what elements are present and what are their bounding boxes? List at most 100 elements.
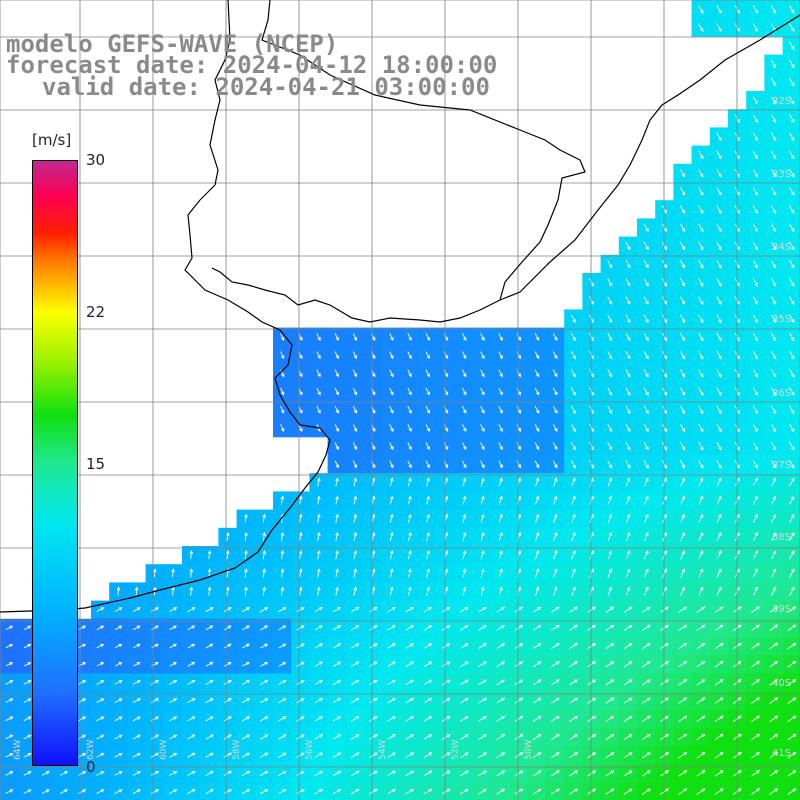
wind-arrow xyxy=(498,586,503,596)
wind-arrow xyxy=(496,715,506,722)
wind-arrow xyxy=(280,568,285,578)
wind-arrow xyxy=(641,733,651,741)
wind-arrow xyxy=(552,424,558,432)
wind-arrow xyxy=(425,351,430,360)
wind-arrow xyxy=(314,661,324,667)
wind-arrow xyxy=(516,369,521,378)
wind-arrow xyxy=(423,752,433,759)
wind-arrow xyxy=(317,513,321,523)
wind-arrow xyxy=(389,369,394,378)
wind-arrow xyxy=(461,333,467,341)
wind-arrow xyxy=(169,643,178,649)
wind-arrow xyxy=(623,661,633,668)
wind-arrow xyxy=(352,351,358,360)
wind-arrow xyxy=(770,350,777,360)
wind-arrow xyxy=(352,387,358,396)
wind-arrow xyxy=(553,513,558,523)
wind-arrow xyxy=(534,460,540,469)
wind-arrow xyxy=(714,642,724,650)
wind-arrow xyxy=(643,477,649,487)
wind-arrow xyxy=(169,698,178,704)
wind-arrow xyxy=(441,679,451,686)
wind-arrow xyxy=(478,679,487,686)
wind-arrow xyxy=(460,697,469,704)
wind-arrow xyxy=(169,752,178,758)
wind-arrow xyxy=(571,531,576,542)
wind-arrow xyxy=(752,96,758,105)
wind-arrow xyxy=(770,114,777,123)
wind-arrow xyxy=(752,314,758,324)
wind-arrow xyxy=(532,606,542,613)
wind-arrow xyxy=(389,531,394,542)
wind-arrow xyxy=(770,150,777,160)
wind-arrow xyxy=(78,752,87,758)
wind-arrow xyxy=(441,697,451,704)
wind-arrow xyxy=(789,513,795,523)
wind-arrow xyxy=(569,697,579,704)
wind-arrow xyxy=(423,716,433,722)
wind-arrow xyxy=(698,350,704,360)
wind-arrow xyxy=(423,770,433,777)
wind-arrow xyxy=(587,752,597,759)
wind-arrow xyxy=(589,495,594,505)
wind-arrow xyxy=(587,606,596,613)
wind-arrow xyxy=(680,350,686,360)
wind-arrow xyxy=(589,332,594,342)
wind-arrow xyxy=(752,586,758,596)
wind-arrow xyxy=(498,405,503,414)
wind-arrow xyxy=(623,624,633,631)
wind-arrow xyxy=(550,752,560,759)
wind-arrow xyxy=(259,716,269,722)
wind-arrow xyxy=(534,405,540,414)
wind-arrow xyxy=(789,41,795,51)
wind-arrow xyxy=(496,661,506,668)
wind-arrow xyxy=(389,405,394,414)
wind-arrow xyxy=(751,733,761,741)
latitude-label: 34S xyxy=(772,242,791,253)
wind-arrow xyxy=(769,751,779,759)
wind-arrow xyxy=(607,531,613,542)
wind-arrow xyxy=(553,531,558,542)
latitude-label: 41S xyxy=(772,748,791,759)
wind-arrow xyxy=(478,788,487,795)
wind-arrow xyxy=(242,661,250,667)
wind-arrow xyxy=(551,643,560,649)
wind-arrow xyxy=(480,405,485,414)
wind-arrow xyxy=(532,697,542,704)
wind-arrow xyxy=(570,314,576,324)
wind-arrow xyxy=(205,698,214,704)
wind-arrow xyxy=(770,132,777,142)
wind-arrow xyxy=(589,550,594,560)
wind-arrow xyxy=(625,586,631,596)
wind-arrow xyxy=(405,697,415,704)
wind-arrow xyxy=(441,788,451,795)
wind-arrow xyxy=(352,424,358,432)
wind-arrow xyxy=(607,423,613,433)
wind-arrow xyxy=(278,607,287,613)
wind-arrow xyxy=(223,607,232,613)
wind-arrow xyxy=(716,132,722,142)
wind-arrow xyxy=(132,789,141,795)
wind-arrow xyxy=(335,531,339,542)
wind-arrow xyxy=(441,661,451,667)
wind-arrow xyxy=(314,734,323,740)
wind-arrow xyxy=(169,662,178,667)
wind-arrow xyxy=(425,424,430,432)
wind-arrow xyxy=(787,624,797,631)
wind-arrow xyxy=(714,751,724,759)
wind-arrow xyxy=(789,168,795,178)
wind-arrow xyxy=(441,715,451,722)
wind-arrow xyxy=(280,495,285,505)
wind-arrow xyxy=(369,625,378,631)
wind-arrow xyxy=(41,789,50,794)
wind-arrow xyxy=(643,460,649,469)
wind-arrow xyxy=(205,680,214,685)
wind-arrow xyxy=(698,23,704,32)
wind-arrow xyxy=(332,679,342,686)
wind-arrow xyxy=(625,296,631,305)
wind-arrow xyxy=(423,679,433,686)
wind-arrow xyxy=(752,5,758,14)
wind-arrow xyxy=(280,405,285,414)
wind-arrow xyxy=(280,550,285,560)
wind-arrow xyxy=(298,513,303,523)
